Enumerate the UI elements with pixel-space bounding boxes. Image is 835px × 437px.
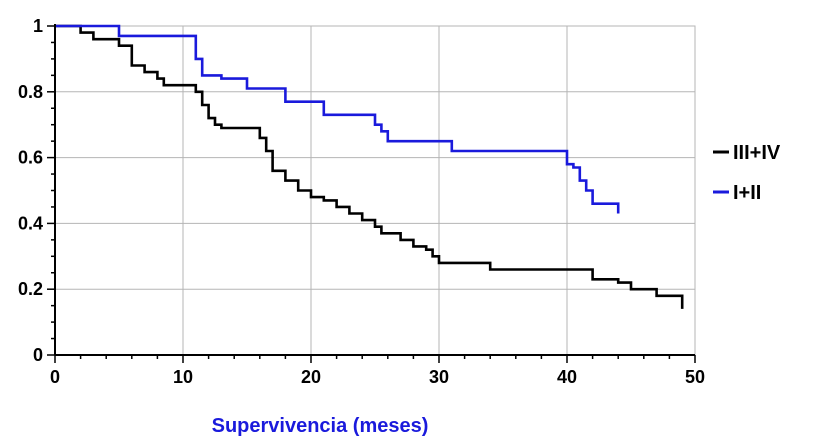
x-tick-label: 0 xyxy=(50,367,60,387)
x-axis-title: Supervivencia (meses) xyxy=(212,415,429,437)
y-tick-label: 1 xyxy=(33,16,43,36)
plot-frame xyxy=(54,25,696,356)
series-line-0 xyxy=(55,24,684,309)
legend: III+IV I+II xyxy=(713,142,781,204)
x-tick-label: 40 xyxy=(557,367,577,387)
y-tick-label: 0.8 xyxy=(18,82,43,102)
x-tick-label: 10 xyxy=(173,367,193,387)
y-tick-label: 0.4 xyxy=(18,213,43,233)
x-tick-label: 20 xyxy=(301,367,321,387)
y-tick-label: 0.6 xyxy=(18,148,43,168)
x-tick-label: 30 xyxy=(429,367,449,387)
tick-labels: 0 10 20 30 40 50 0 0.2 0.4 0.6 0.8 1 xyxy=(18,16,705,387)
legend-label-1: I+II xyxy=(733,182,761,204)
y-tick-label: 0.2 xyxy=(18,279,43,299)
x-tick-label: 50 xyxy=(685,367,705,387)
series-layer xyxy=(55,24,684,309)
grid xyxy=(54,25,696,356)
y-tick-label: 0 xyxy=(33,345,43,365)
axes xyxy=(47,24,696,363)
legend-label-0: III+IV xyxy=(733,142,781,164)
series-line-1 xyxy=(55,24,620,214)
